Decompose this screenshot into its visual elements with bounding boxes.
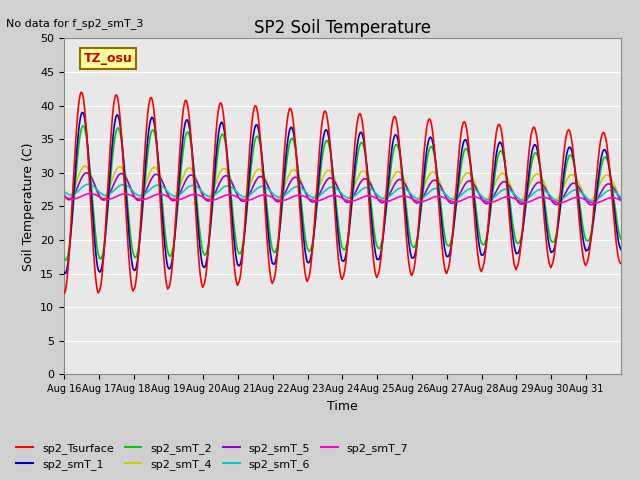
Legend: sp2_Tsurface, sp2_smT_1, sp2_smT_2, sp2_smT_4, sp2_smT_5, sp2_smT_6, sp2_smT_7: sp2_Tsurface, sp2_smT_1, sp2_smT_2, sp2_…: [12, 438, 413, 474]
Text: TZ_osu: TZ_osu: [83, 52, 132, 65]
Text: No data for f_sp2_smT_3: No data for f_sp2_smT_3: [6, 18, 144, 29]
X-axis label: Time: Time: [327, 400, 358, 413]
Y-axis label: Soil Temperature (C): Soil Temperature (C): [22, 142, 35, 271]
Title: SP2 Soil Temperature: SP2 Soil Temperature: [254, 19, 431, 37]
